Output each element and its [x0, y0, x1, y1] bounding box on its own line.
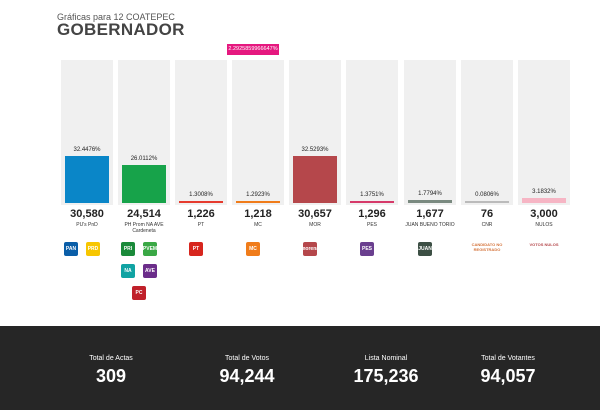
stat-label: Total de Votantes	[481, 355, 535, 362]
percent-label: 3.1832%	[532, 189, 556, 196]
bar-background-3	[232, 60, 284, 205]
bar-background-2	[175, 60, 227, 205]
percent-label: 32.5293%	[301, 146, 329, 153]
bar-4[interactable]	[293, 155, 337, 203]
bar-7[interactable]	[465, 201, 509, 203]
page-title: GOBERNADOR	[57, 20, 185, 39]
stat-value: 94,244	[219, 366, 275, 386]
percent-label: 1.3008%	[189, 192, 213, 198]
juan-bueno-logo-icon: JUAN	[418, 242, 432, 256]
nueva-alianza-logo-icon: NA	[121, 264, 135, 278]
pes-logo-icon: PES	[360, 242, 374, 256]
page-subtitle: Gráficas para 12 COATEPEC	[57, 12, 175, 22]
vote-count: 76	[480, 208, 494, 220]
pt-logo-icon: PT	[189, 242, 203, 256]
pan-logo-icon: PAN	[64, 242, 78, 256]
category-label: PT	[197, 222, 205, 228]
vote-count: 24,514	[127, 208, 161, 220]
vote-count: 1,226	[187, 208, 215, 220]
category-label: PU's PnD	[76, 222, 98, 228]
percent-label: 1.7794%	[418, 191, 442, 198]
vote-count: 30,580	[70, 208, 104, 220]
verde-logo-icon: PVEM	[143, 242, 157, 256]
bar-background-8	[518, 60, 570, 205]
ave-logo-icon: AVE	[143, 264, 157, 278]
bar-6[interactable]	[408, 200, 452, 203]
category-label: PH Prom NA AVE Cardeneta	[124, 222, 164, 234]
bar-2[interactable]	[179, 201, 223, 203]
bar-1[interactable]	[122, 165, 166, 203]
stat-value: 94,057	[480, 366, 536, 386]
no-registrado-logo-icon: CANDIDATO NO REGISTRADO	[471, 242, 503, 252]
vote-count: 1,677	[416, 208, 444, 220]
morena-logo-icon: morena	[303, 242, 317, 256]
percent-label: 1.3751%	[360, 192, 384, 198]
percent-label: 1.2923%	[246, 192, 270, 198]
cardenista-logo-icon: PC	[132, 286, 146, 300]
stat-label: Lista Nominal	[364, 355, 408, 362]
bar-8[interactable]	[522, 198, 566, 203]
nulos-logo-icon: VOTOS NULOS	[529, 242, 559, 247]
bar-0[interactable]	[65, 156, 109, 203]
bar-3[interactable]	[236, 201, 280, 203]
bar-background-6	[404, 60, 456, 205]
category-label: NULOS	[535, 222, 553, 228]
bar-background-5	[346, 60, 398, 205]
category-label: PES	[366, 222, 377, 228]
vote-count: 1,296	[358, 208, 386, 220]
percent-label: 26.0112%	[130, 156, 158, 163]
mc-logo-icon: MC	[246, 242, 260, 256]
prd-logo-icon: PRD	[86, 242, 100, 256]
bar-background-7	[461, 60, 513, 205]
category-label: JUAN BUENO TORIO	[405, 222, 455, 228]
summary-footer	[0, 326, 600, 410]
highlight-callout: 2.2925859966647%	[227, 44, 279, 55]
stat-value: 309	[95, 366, 127, 386]
stat-value: 175,236	[353, 366, 419, 386]
bar-5[interactable]	[350, 201, 394, 203]
pri-logo-icon: PRI	[121, 242, 135, 256]
category-label: MC	[254, 222, 262, 228]
category-label: MOR	[309, 222, 321, 228]
category-label: CNR	[481, 222, 493, 228]
percent-label: 32.4476%	[73, 147, 101, 154]
stat-label: Total de Votos	[225, 355, 269, 362]
vote-count: 3,000	[530, 208, 558, 220]
percent-label: 0.0806%	[475, 192, 499, 198]
stat-label: Total de Actas	[89, 355, 133, 362]
vote-count: 1,218	[244, 208, 272, 220]
vote-count: 30,657	[298, 208, 332, 220]
